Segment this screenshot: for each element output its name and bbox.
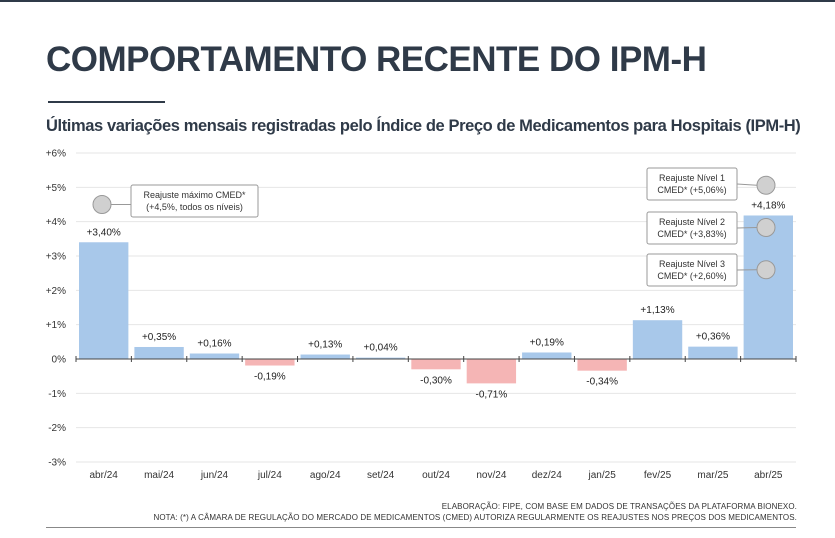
bar (300, 354, 350, 359)
value-label: +1,13% (640, 305, 674, 316)
bar (245, 359, 295, 366)
annotation-max-text: (+4,5%, todos os níveis) (146, 202, 243, 212)
x-tick-label: jun/24 (200, 470, 229, 481)
value-label: -0,30% (420, 375, 452, 386)
x-tick-label: nov/24 (476, 470, 506, 481)
y-tick-label: +6% (46, 149, 66, 160)
value-label: -0,34% (586, 377, 618, 388)
annotation-level-2-text: Reajuste Nível 2 (659, 217, 725, 227)
annotation-level-1-text: Reajuste Nível 1 (659, 173, 725, 183)
annotation-level-1-marker (756, 175, 776, 195)
bar-chart: +6% +5% +4% +3% +2% +1% 0% -1% -2% -3% +3,40% +0,35… (46, 149, 797, 481)
value-label: +0,04% (364, 343, 398, 354)
annotation-level-3-text: Reajuste Nível 3 (659, 259, 725, 269)
value-label: +0,16% (197, 339, 231, 350)
x-tick-label: mai/24 (144, 470, 174, 481)
annotation-level-2-box (646, 211, 738, 245)
bar (632, 320, 683, 359)
y-tick-label: -2% (48, 423, 66, 434)
bar (189, 353, 240, 359)
y-tick-label: 0% (52, 355, 67, 366)
x-tick-label: abr/25 (754, 470, 783, 481)
top-rule (0, 0, 835, 2)
bar (522, 352, 572, 359)
value-label: +4,18% (751, 200, 785, 211)
bar (134, 346, 184, 359)
annotation-level-1-box (646, 167, 738, 201)
annotation-level-1-leader (736, 183, 758, 186)
bar (743, 215, 793, 359)
x-tick-label: mar/25 (697, 470, 729, 481)
y-tick-label: +2% (46, 286, 66, 297)
annotation-level-3-marker (756, 260, 776, 280)
x-tick-label: fev/25 (644, 470, 672, 481)
footer-note: NOTA: (*) A CÂMARA DE REGULAÇÃO DO MERCA… (153, 513, 797, 522)
bar (577, 359, 627, 371)
y-tick-label: -1% (48, 389, 66, 400)
annotation-level-2-text: CMED* (+3,83%) (657, 229, 726, 239)
footer-source: ELABORAÇÃO: FIPE, COM BASE EM DADOS DE T… (441, 502, 797, 511)
chart-subtitle: Últimas variações mensais registradas pe… (46, 117, 801, 135)
value-label: +3,40% (87, 227, 121, 238)
y-tick-label: +5% (46, 183, 66, 194)
x-tick-label: out/24 (422, 470, 450, 481)
value-label: -0,19% (254, 372, 286, 383)
annotation-level-3-text: CMED* (+2,60%) (657, 271, 726, 281)
annotation-level-1-text: CMED* (+5,06%) (657, 185, 726, 195)
page-title: COMPORTAMENTO RECENTE DO IPM-H (46, 40, 707, 79)
bar (355, 357, 406, 359)
annotation-max-text: Reajuste máximo CMED* (143, 190, 246, 200)
x-tick-label: dez/24 (532, 470, 562, 481)
x-tick-label: abr/24 (90, 470, 119, 481)
value-label: +0,35% (142, 332, 176, 343)
bottom-rule (46, 527, 796, 528)
x-tick-label: jul/24 (257, 470, 282, 481)
annotation-max-box (130, 184, 259, 218)
value-label: -0,71% (476, 389, 508, 400)
annotation-level-2-marker (756, 218, 776, 238)
x-tick-label: ago/24 (310, 470, 341, 481)
annotation-max-marker (92, 195, 112, 214)
bar (688, 346, 738, 359)
y-tick-label: +4% (46, 217, 66, 228)
y-tick-label: +3% (46, 252, 66, 263)
bar (79, 242, 129, 359)
bar (411, 359, 461, 370)
y-tick-label: -3% (48, 458, 66, 469)
title-underline (48, 101, 165, 103)
value-label: +0,19% (530, 337, 564, 348)
y-tick-label: +1% (46, 320, 66, 331)
x-tick-label: set/24 (367, 470, 395, 481)
value-label: +0,13% (308, 340, 342, 351)
value-label: +0,36% (696, 332, 730, 343)
bar (466, 359, 517, 384)
annotation-level-3-box (646, 253, 738, 287)
x-tick-label: jan/25 (588, 470, 617, 481)
